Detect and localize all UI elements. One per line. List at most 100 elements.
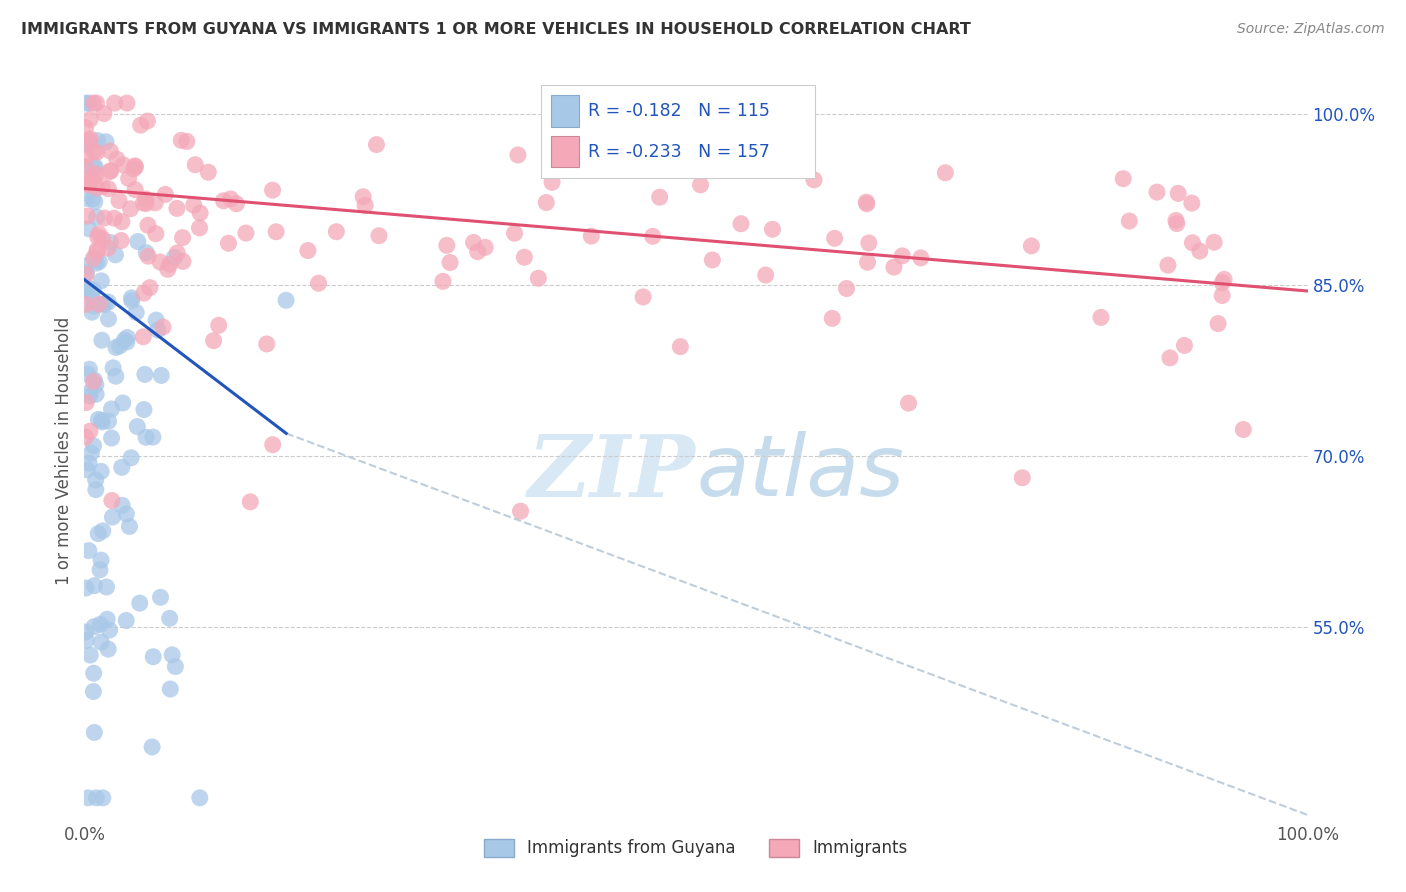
- Point: [1159, 351, 1181, 365]
- Point: [79, 112, 101, 127]
- Text: R = -0.233   N = 157: R = -0.233 N = 157: [588, 143, 769, 161]
- Point: [197, 165, 219, 179]
- Point: [110, 234, 132, 248]
- Point: [77, 134, 100, 148]
- Point: [141, 739, 163, 754]
- Point: [104, 248, 127, 262]
- Point: [202, 334, 225, 348]
- Point: [235, 226, 257, 240]
- Point: [86, 96, 108, 111]
- Point: [1166, 217, 1188, 231]
- Point: [111, 215, 134, 229]
- Point: [121, 293, 143, 308]
- Point: [115, 507, 138, 521]
- Point: [1011, 471, 1033, 485]
- Point: [97, 414, 120, 428]
- Point: [90, 635, 112, 649]
- Point: [79, 362, 101, 376]
- Point: [1164, 213, 1187, 227]
- Point: [132, 330, 155, 344]
- Point: [104, 96, 127, 111]
- Point: [89, 617, 111, 632]
- Point: [80, 446, 103, 460]
- Point: [1211, 288, 1233, 302]
- Point: [84, 387, 107, 401]
- Point: [188, 206, 211, 220]
- Point: [1188, 244, 1211, 258]
- Point: [891, 249, 914, 263]
- Point: [83, 169, 105, 183]
- Point: [91, 297, 114, 311]
- Point: [108, 339, 131, 353]
- Point: [77, 178, 100, 192]
- Point: [79, 389, 101, 403]
- Text: atlas: atlas: [696, 431, 904, 514]
- Point: [76, 368, 98, 382]
- Point: [136, 219, 159, 233]
- Point: [75, 160, 97, 174]
- Point: [170, 133, 193, 147]
- Point: [90, 333, 112, 347]
- Point: [134, 368, 156, 382]
- Point: [112, 158, 135, 172]
- Point: [1090, 310, 1112, 325]
- Point: [159, 611, 181, 625]
- Point: [513, 250, 536, 264]
- Point: [93, 211, 115, 225]
- Point: [121, 291, 143, 305]
- Point: [262, 438, 284, 452]
- Point: [239, 495, 262, 509]
- Point: [75, 148, 97, 162]
- Point: [84, 378, 107, 392]
- Point: [89, 254, 111, 268]
- Point: [83, 194, 105, 209]
- Point: [132, 402, 155, 417]
- Point: [83, 373, 105, 387]
- Point: [90, 553, 112, 567]
- Point: [84, 483, 107, 497]
- Point: [897, 396, 920, 410]
- Point: [93, 106, 115, 120]
- Point: [118, 171, 141, 186]
- Point: [87, 297, 110, 311]
- Point: [149, 591, 172, 605]
- Point: [87, 230, 110, 244]
- Point: [101, 360, 124, 375]
- Point: [132, 286, 155, 301]
- Point: [89, 563, 111, 577]
- Point: [115, 96, 138, 111]
- Point: [527, 271, 550, 285]
- Legend: Immigrants from Guyana, Immigrants: Immigrants from Guyana, Immigrants: [478, 832, 914, 864]
- Point: [436, 238, 458, 252]
- Point: [631, 290, 654, 304]
- Point: [86, 181, 108, 195]
- Y-axis label: 1 or more Vehicles in Household: 1 or more Vehicles in Household: [55, 317, 73, 584]
- Point: [86, 145, 108, 160]
- Point: [97, 312, 120, 326]
- Point: [855, 195, 877, 210]
- Point: [97, 241, 120, 255]
- Point: [115, 330, 138, 344]
- Point: [669, 340, 692, 354]
- Point: [84, 167, 107, 181]
- Point: [100, 402, 122, 417]
- Point: [188, 220, 211, 235]
- Point: [75, 191, 97, 205]
- Point: [176, 135, 198, 149]
- Point: [83, 96, 105, 111]
- Point: [76, 266, 98, 280]
- Point: [83, 439, 105, 453]
- Point: [91, 524, 114, 538]
- Point: [308, 277, 330, 291]
- Point: [127, 419, 149, 434]
- Point: [100, 235, 122, 250]
- Point: [84, 160, 107, 174]
- Point: [143, 195, 166, 210]
- Point: [730, 217, 752, 231]
- Point: [368, 228, 391, 243]
- Point: [1181, 235, 1204, 250]
- Point: [77, 790, 100, 805]
- Point: [111, 499, 134, 513]
- Point: [352, 190, 374, 204]
- Point: [536, 195, 558, 210]
